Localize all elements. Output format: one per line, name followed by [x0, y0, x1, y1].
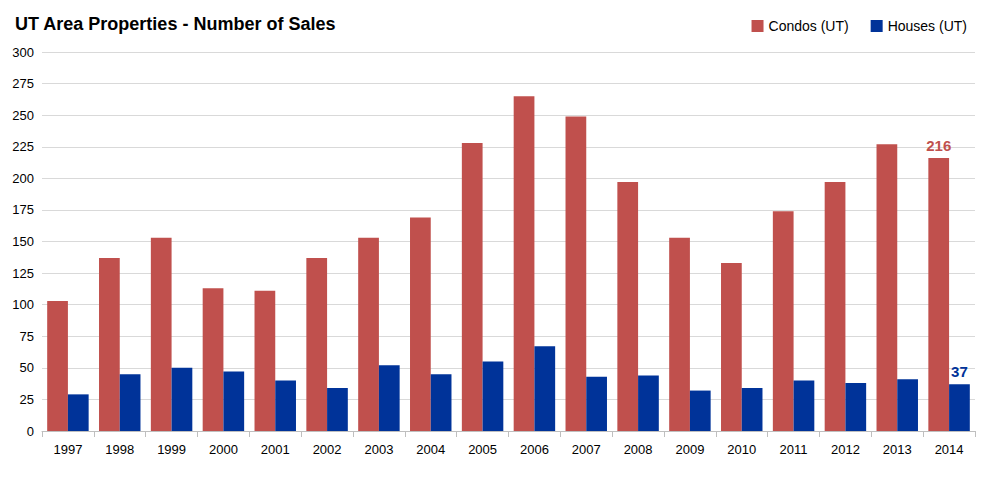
- svg-text:Condos (UT): Condos (UT): [769, 18, 849, 34]
- svg-text:2003: 2003: [364, 442, 393, 457]
- svg-text:0: 0: [27, 424, 34, 439]
- svg-text:150: 150: [12, 234, 34, 249]
- svg-text:300: 300: [12, 45, 34, 60]
- svg-text:50: 50: [20, 360, 34, 375]
- svg-text:2013: 2013: [883, 442, 912, 457]
- svg-text:2011: 2011: [780, 442, 808, 457]
- svg-text:25: 25: [20, 392, 34, 407]
- svg-text:2004: 2004: [416, 442, 445, 457]
- svg-text:2014: 2014: [935, 442, 964, 457]
- svg-text:125: 125: [12, 266, 34, 281]
- svg-text:1999: 1999: [157, 442, 186, 457]
- svg-text:275: 275: [12, 76, 34, 91]
- svg-text:1998: 1998: [105, 442, 134, 457]
- svg-text:250: 250: [12, 108, 34, 123]
- svg-text:2006: 2006: [520, 442, 549, 457]
- svg-text:Houses (UT): Houses (UT): [888, 18, 967, 34]
- svg-text:225: 225: [12, 139, 34, 154]
- svg-text:2000: 2000: [209, 442, 238, 457]
- svg-text:2009: 2009: [675, 442, 704, 457]
- svg-text:100: 100: [12, 297, 34, 312]
- svg-text:2010: 2010: [727, 442, 756, 457]
- svg-text:1997: 1997: [53, 442, 82, 457]
- svg-text:37: 37: [951, 363, 968, 380]
- svg-text:175: 175: [12, 202, 34, 217]
- svg-text:216: 216: [926, 137, 951, 154]
- svg-text:2002: 2002: [313, 442, 342, 457]
- svg-text:2008: 2008: [624, 442, 653, 457]
- svg-text:75: 75: [20, 329, 34, 344]
- svg-text:2005: 2005: [468, 442, 497, 457]
- svg-text:2001: 2001: [261, 442, 290, 457]
- svg-text:2012: 2012: [831, 442, 860, 457]
- svg-text:2007: 2007: [572, 442, 601, 457]
- svg-text:UT Area Properties - Number of: UT Area Properties - Number of Sales: [15, 14, 335, 34]
- svg-text:200: 200: [12, 171, 34, 186]
